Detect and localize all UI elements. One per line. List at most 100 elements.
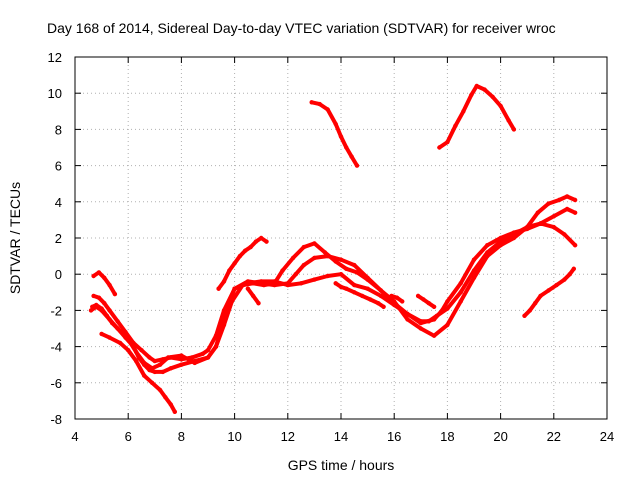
data-point <box>107 308 112 313</box>
data-point <box>376 301 381 306</box>
data-point <box>538 221 543 226</box>
data-point <box>157 362 163 367</box>
data-point <box>126 337 131 342</box>
data-point <box>149 366 155 371</box>
data-point <box>272 281 277 286</box>
data-point <box>115 319 120 324</box>
data-point <box>445 299 450 304</box>
x-tick-label: 10 <box>227 429 241 444</box>
data-point <box>527 308 533 313</box>
data-point <box>392 299 397 304</box>
data-point <box>301 244 306 250</box>
data-point <box>546 288 551 293</box>
data-point <box>261 282 267 288</box>
data-point <box>546 201 551 206</box>
data-point <box>338 272 344 277</box>
series-s6 <box>216 235 269 291</box>
data-point <box>115 326 120 331</box>
data-point <box>378 293 384 299</box>
data-point <box>112 291 118 297</box>
series-s5 <box>99 331 177 414</box>
data-point <box>232 261 237 266</box>
y-tick-label: 2 <box>55 231 62 246</box>
data-point <box>221 308 227 313</box>
data-point <box>142 360 147 366</box>
y-tick-label: 6 <box>55 159 62 174</box>
x-tick-label: 14 <box>334 429 348 444</box>
data-point <box>264 239 269 244</box>
data-point <box>179 353 184 358</box>
data-point <box>490 94 495 100</box>
data-point <box>485 243 490 248</box>
data-point <box>205 348 211 353</box>
data-point <box>421 297 426 302</box>
data-point <box>205 355 211 360</box>
data-point <box>322 250 328 255</box>
data-point <box>232 286 237 291</box>
data-point <box>498 103 503 109</box>
data-point <box>96 295 102 300</box>
data-point <box>338 134 344 139</box>
data-point <box>426 319 431 324</box>
data-point <box>469 92 474 98</box>
series-s10 <box>389 293 405 304</box>
data-point <box>134 358 139 364</box>
data-point <box>96 270 102 275</box>
y-tick-label: -8 <box>50 412 62 427</box>
x-tick-label: 6 <box>125 429 132 444</box>
data-point <box>152 358 157 364</box>
data-point <box>301 262 306 268</box>
data-point <box>354 270 360 275</box>
data-point <box>506 118 511 123</box>
data-point <box>165 355 171 360</box>
y-tick-label: 10 <box>48 86 62 101</box>
data-point <box>240 282 245 288</box>
data-point <box>338 257 344 262</box>
x-axis-label: GPS time / hours <box>288 457 395 473</box>
data-point <box>572 243 578 248</box>
data-point <box>157 387 163 393</box>
y-axis-label: SDTVAR / TECUs <box>7 182 23 294</box>
data-point <box>349 154 354 159</box>
series-s9 <box>333 281 386 309</box>
y-tick-label: -6 <box>50 376 62 391</box>
data-point <box>99 308 104 313</box>
x-tick-label: 20 <box>493 429 507 444</box>
data-point <box>352 290 357 295</box>
data-point <box>243 248 248 253</box>
data-point <box>511 235 517 241</box>
data-point <box>285 281 290 286</box>
data-point <box>394 295 400 300</box>
data-point <box>344 145 349 150</box>
y-tick-label: -4 <box>50 340 62 355</box>
data-point <box>107 335 112 340</box>
data-point <box>147 355 152 360</box>
data-point <box>522 313 527 318</box>
data-point <box>400 299 405 304</box>
data-point <box>572 197 578 203</box>
data-point <box>333 281 338 286</box>
data-point <box>365 286 370 291</box>
x-tick-label: 22 <box>547 429 561 444</box>
data-point <box>91 273 96 279</box>
data-point <box>192 360 197 366</box>
data-point <box>290 255 296 261</box>
data-point <box>163 395 168 400</box>
data-point <box>471 257 477 262</box>
data-point <box>405 317 410 322</box>
data-point <box>102 275 107 280</box>
data-point <box>200 351 205 356</box>
data-point <box>434 313 439 318</box>
data-point <box>471 275 477 280</box>
data-point <box>354 163 360 168</box>
series-line <box>216 236 269 291</box>
data-point <box>253 239 259 244</box>
data-point <box>142 373 147 378</box>
data-point <box>458 290 463 295</box>
y-tick-label: 4 <box>55 195 62 210</box>
data-point <box>551 214 556 219</box>
grid <box>75 57 607 419</box>
x-tick-label: 24 <box>600 429 614 444</box>
